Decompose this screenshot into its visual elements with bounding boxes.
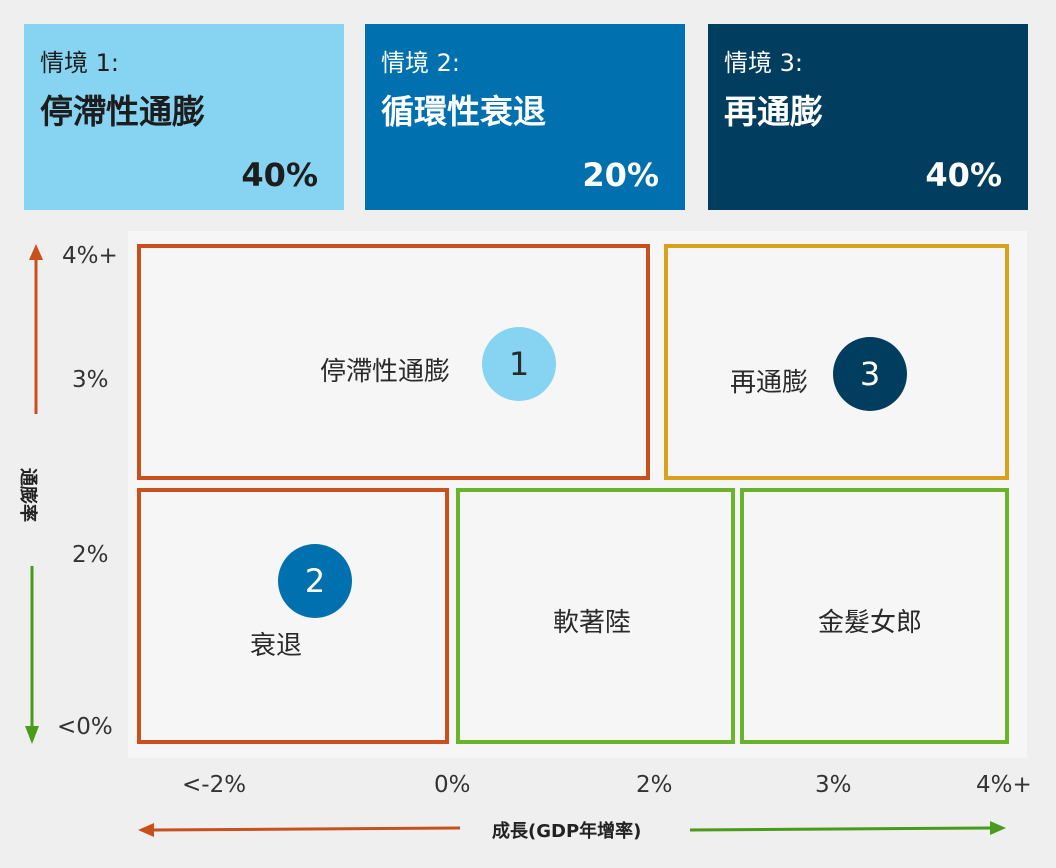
scenario-1-title: 停滯性通膨 — [40, 92, 205, 131]
x-arrow-left — [138, 823, 461, 837]
y-tick-2: 2% — [72, 542, 109, 568]
quadrant-soft-landing-label: 軟著陸 — [553, 608, 632, 638]
scenario-2-probability: 20% — [582, 156, 659, 194]
quadrant-recession-label: 衰退 — [250, 631, 303, 661]
x-tick-3: 3% — [815, 772, 852, 798]
y-tick-4plus: 4%+ — [62, 243, 118, 269]
x-tick-4plus: 4%+ — [976, 772, 1032, 798]
quadrant-stagflation — [137, 244, 650, 480]
scenario-3-label: 情境 3: — [724, 49, 803, 77]
quadrant-stagflation-label: 停滯性通膨 — [320, 357, 451, 387]
quadrant-goldilocks — [740, 488, 1009, 744]
scenario-3-marker: 3 — [833, 337, 907, 411]
scenario-1-label: 情境 1: — [40, 49, 119, 77]
y-tick-0: <0% — [57, 714, 113, 740]
scenario-1-marker: 1 — [482, 327, 556, 401]
quadrant-recession — [137, 488, 449, 744]
quadrant-soft-landing — [456, 488, 735, 744]
quadrant-reflation-label: 再通膨 — [730, 368, 809, 398]
x-tick-0: 0% — [434, 772, 471, 798]
scenario-3-title: 再通膨 — [724, 92, 823, 131]
y-arrow-up — [29, 244, 43, 414]
scenario-card-1: 情境 1: 停滯性通膨 40% — [24, 24, 344, 210]
scenario-2-label: 情境 2: — [381, 49, 460, 77]
y-arrow-down — [25, 566, 39, 744]
quadrant-goldilocks-label: 金髮女郎 — [818, 608, 923, 638]
x-tick-2: 2% — [636, 772, 673, 798]
scenario-1-probability: 40% — [241, 156, 318, 194]
y-tick-3: 3% — [72, 367, 109, 393]
x-axis-label: 成長(GDP年增率) — [492, 821, 642, 842]
scenario-3-probability: 40% — [925, 156, 1002, 194]
scenario-2-marker: 2 — [278, 544, 352, 618]
x-arrow-right — [689, 821, 1006, 835]
scenario-card-3: 情境 3: 再通膨 40% — [708, 24, 1028, 210]
x-tick-neg2: <-2% — [182, 772, 247, 798]
scenario-2-title: 循環性衰退 — [381, 92, 546, 131]
y-axis-label: 通膨率 — [17, 468, 38, 522]
scenario-card-2: 情境 2: 循環性衰退 20% — [365, 24, 685, 210]
